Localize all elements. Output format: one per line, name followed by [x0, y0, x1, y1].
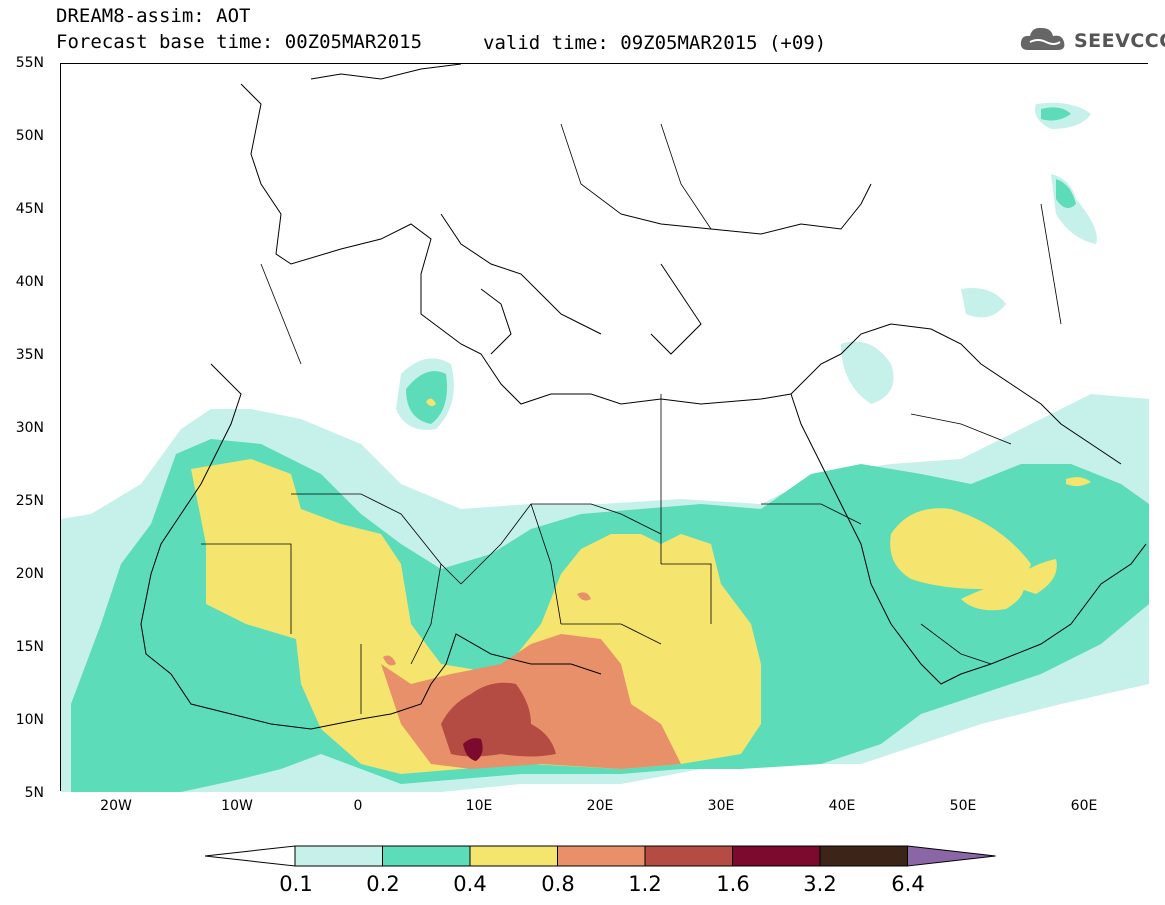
lon-label: 10E — [465, 798, 493, 814]
colorbar-label: 1.2 — [628, 872, 662, 896]
colorbar-boxes — [294, 845, 996, 867]
coastlines — [140, 63, 1147, 730]
base-time-label: Forecast base time: 00Z05MAR2015 — [56, 31, 423, 53]
lat-label: 50N — [15, 128, 44, 144]
lon-label: 30E — [707, 798, 735, 814]
aot-contour-1.2 — [441, 682, 556, 757]
seevccc-logo: SEEVCCC — [1018, 22, 1165, 58]
cloud-logo-icon — [1020, 27, 1065, 50]
colorbar — [205, 845, 996, 867]
logo-text: SEEVCCC — [1074, 30, 1165, 52]
aot-map — [61, 63, 1149, 792]
lon-label: 50E — [949, 798, 977, 814]
colorbar-label: 1.6 — [716, 872, 750, 896]
valid-time-label: valid time: 09Z05MAR2015 (+09) — [483, 32, 827, 54]
colorbar-box — [382, 845, 471, 867]
colorbar-high-arrow — [907, 845, 996, 867]
aot-contour-1.6 — [463, 738, 483, 761]
lon-label: 20W — [100, 798, 132, 814]
colorbar-box — [819, 845, 908, 867]
lon-label: 40E — [828, 798, 856, 814]
lat-label: 15N — [15, 639, 44, 655]
map-area — [60, 63, 1149, 792]
lat-label: 55N — [15, 55, 44, 71]
lat-label: 25N — [15, 493, 44, 509]
colorbar-box — [557, 845, 646, 867]
lat-label: 40N — [15, 274, 44, 290]
country-borders — [201, 123, 1062, 714]
lat-label: 35N — [15, 347, 44, 363]
colorbar-label: 0.2 — [366, 872, 400, 896]
colorbar-box — [294, 845, 383, 867]
lat-label: 5N — [24, 785, 44, 801]
colorbar-box — [644, 845, 733, 867]
colorbar-box — [732, 845, 821, 867]
lat-label: 20N — [15, 566, 44, 582]
lat-label: 10N — [15, 712, 44, 728]
lon-label: 0 — [353, 798, 363, 814]
colorbar-label: 0.4 — [453, 872, 487, 896]
colorbar-label: 0.8 — [541, 872, 575, 896]
colorbar-label: 3.2 — [803, 872, 837, 896]
colorbar-label: 0.1 — [279, 872, 313, 896]
lon-label: 10W — [221, 798, 253, 814]
lat-label: 45N — [15, 201, 44, 217]
colorbar-box — [469, 845, 558, 867]
colorbar-low-arrow — [205, 845, 296, 867]
lat-label: 30N — [15, 420, 44, 436]
lon-label: 60E — [1070, 798, 1098, 814]
colorbar-label: 6.4 — [891, 872, 925, 896]
map-title: DREAM8-assim: AOT — [56, 5, 251, 27]
lon-label: 20E — [586, 798, 614, 814]
